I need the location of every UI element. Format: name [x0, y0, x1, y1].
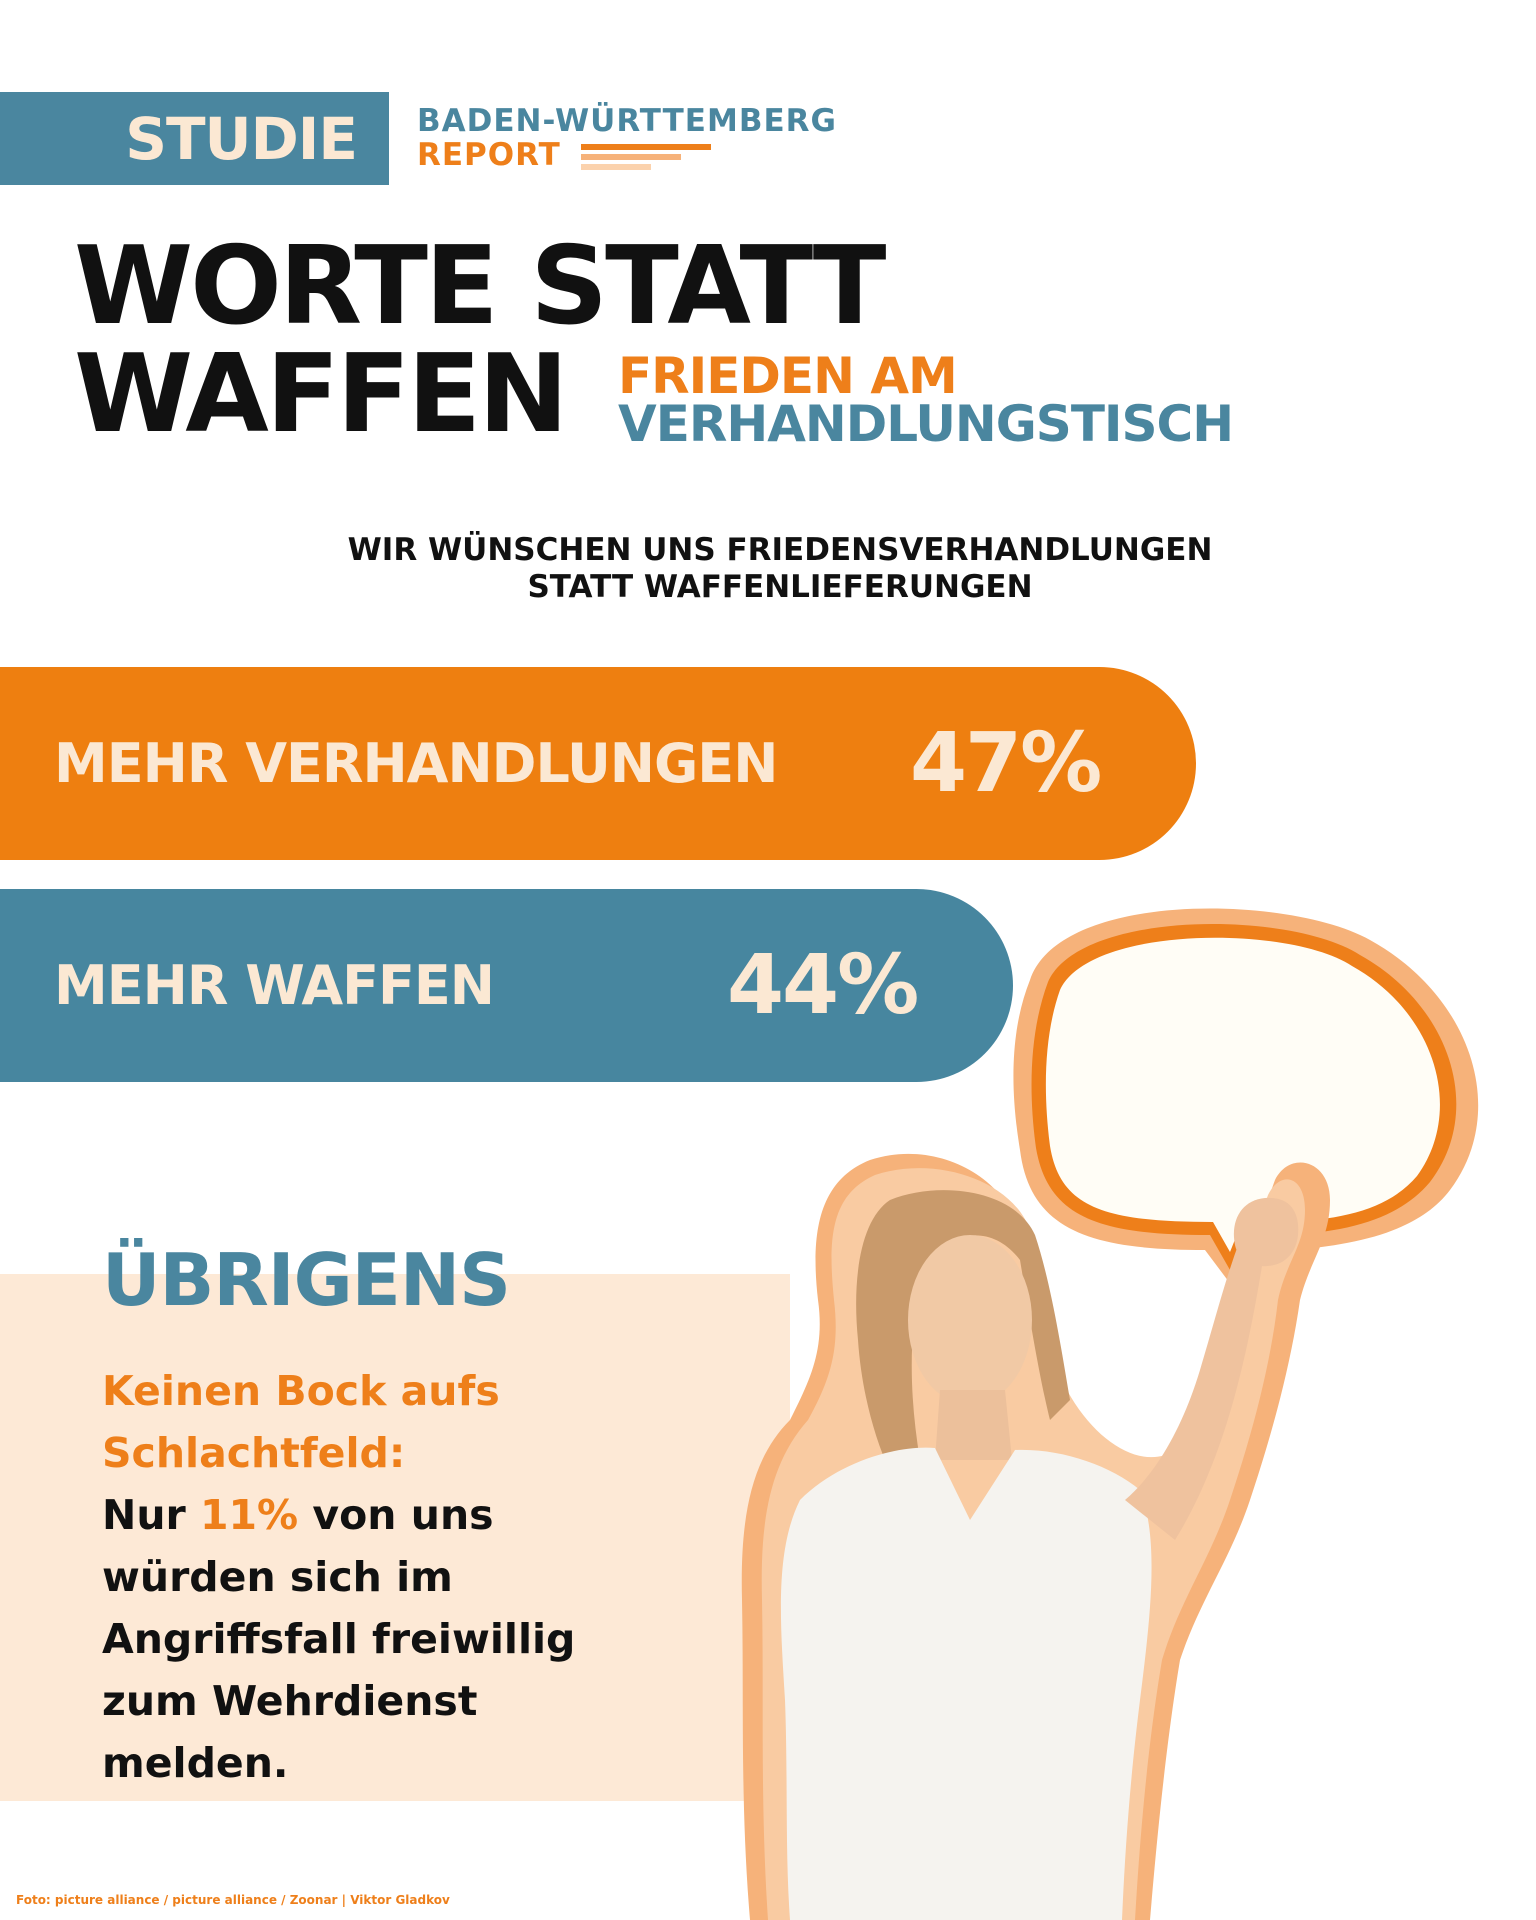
- report-logo-line1: BADEN-WÜRTTEMBERG: [417, 103, 837, 139]
- page-title-line2: WAFFEN: [74, 332, 569, 457]
- survey-question-line1: WIR WÜNSCHEN UNS FRIEDENSVERHANDLUNGEN: [347, 532, 1213, 568]
- speech-bubble-icon: [1013, 908, 1479, 1290]
- result-bar-waffen: MEHR WAFFEN 44%: [0, 889, 1013, 1082]
- info-text-line4: zum Wehrdienst: [102, 1677, 478, 1725]
- studie-tag: STUDIE: [0, 92, 389, 185]
- info-heading: ÜBRIGENS: [102, 1238, 511, 1322]
- info-highlight-line2: Schlachtfeld:: [102, 1429, 406, 1477]
- photo-credit: Foto: picture alliance / picture allianc…: [16, 1893, 450, 1907]
- info-box: [0, 1274, 790, 1801]
- info-text-line2: würden sich im: [102, 1553, 453, 1601]
- woman-speech-bubble-photo: [741, 908, 1479, 1920]
- report-logo-stripe-1: [581, 144, 711, 150]
- result-label-verhandlungen: MEHR VERHANDLUNGEN: [54, 732, 778, 795]
- report-logo-stripe-3: [581, 164, 651, 170]
- report-logo-stripe-2: [581, 154, 681, 160]
- result-label-waffen: MEHR WAFFEN: [54, 954, 495, 1017]
- info-text-suffix: von uns: [298, 1491, 494, 1539]
- woman-figure: [741, 1153, 1330, 1920]
- report-logo-line2: REPORT: [417, 137, 561, 173]
- result-value-waffen: 44%: [727, 938, 919, 1033]
- report-logo: BADEN-WÜRTTEMBERG REPORT: [417, 104, 857, 184]
- result-bar-verhandlungen: MEHR VERHANDLUNGEN 47%: [0, 667, 1196, 860]
- survey-question: WIR WÜNSCHEN UNS FRIEDENSVERHANDLUNGEN S…: [300, 532, 1260, 606]
- result-value-verhandlungen: 47%: [910, 716, 1102, 811]
- page-title-line1: WORTE STATT: [74, 224, 886, 349]
- info-percent: 11%: [200, 1491, 299, 1539]
- studie-label: STUDIE: [125, 104, 358, 173]
- info-text-line3: Angriffsfall freiwillig: [102, 1615, 576, 1663]
- info-text-line5: melden.: [102, 1739, 289, 1787]
- page-subtitle-line1: FRIEDEN AM: [618, 347, 958, 405]
- info-text: Keinen Bock aufs Schlachtfeld: Nur 11% v…: [102, 1360, 722, 1794]
- survey-question-line2: STATT WAFFENLIEFERUNGEN: [527, 569, 1033, 605]
- info-text-prefix: Nur: [102, 1491, 200, 1539]
- info-highlight-line1: Keinen Bock aufs: [102, 1367, 500, 1415]
- info-text-line1: Nur 11% von uns: [102, 1484, 722, 1546]
- page-subtitle-line2: VERHANDLUNGSTISCH: [618, 395, 1234, 453]
